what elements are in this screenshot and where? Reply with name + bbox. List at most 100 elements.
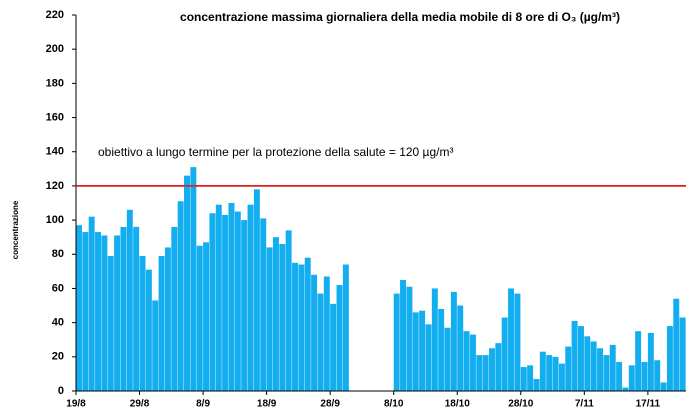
bar	[425, 324, 432, 391]
bar	[495, 343, 502, 391]
bar	[177, 201, 184, 391]
bar	[285, 230, 292, 391]
bar	[241, 220, 248, 391]
bar	[508, 288, 515, 391]
bar	[323, 276, 330, 391]
bar	[304, 257, 311, 391]
bar	[406, 286, 413, 391]
bar	[272, 237, 279, 391]
bar	[145, 269, 152, 391]
bar	[679, 317, 686, 391]
bar	[635, 331, 642, 391]
y-axis-label: concentrazione	[11, 200, 20, 259]
x-tick-label: 29/8	[130, 399, 150, 410]
bar	[558, 363, 565, 391]
bar	[666, 326, 673, 391]
bar	[628, 365, 635, 391]
bar	[209, 213, 216, 391]
bar	[577, 326, 584, 391]
bar	[88, 216, 95, 391]
y-tick-label: 200	[46, 43, 64, 55]
x-tick-label: 19/8	[66, 399, 86, 410]
x-tick-label: 17/11	[636, 399, 661, 410]
bar	[139, 255, 146, 391]
bar	[114, 235, 121, 391]
bar	[597, 348, 603, 391]
bar	[609, 344, 616, 391]
bar	[82, 232, 89, 391]
bar	[546, 355, 553, 391]
bar	[95, 232, 102, 391]
bar	[196, 245, 203, 391]
bar	[120, 226, 127, 391]
chart-title: concentrazione massima giornaliera della…	[180, 10, 620, 24]
bar	[476, 355, 483, 391]
bar	[520, 367, 527, 391]
bar	[164, 247, 171, 391]
bar	[171, 226, 178, 391]
bar	[260, 218, 267, 391]
x-tick-label: 8/9	[196, 399, 210, 410]
bar	[457, 305, 464, 391]
bar	[133, 226, 140, 391]
bar	[190, 167, 197, 391]
y-tick-label: 220	[46, 9, 64, 21]
bar	[317, 293, 324, 391]
bar	[107, 255, 114, 391]
bar	[203, 242, 210, 391]
bar	[292, 262, 298, 391]
y-tick-label: 20	[52, 351, 64, 363]
bar	[158, 255, 165, 391]
bar	[514, 293, 521, 391]
y-tick-label: 0	[58, 385, 64, 397]
y-tick-label: 60	[52, 282, 64, 294]
bar	[298, 264, 305, 391]
bar	[533, 379, 540, 391]
bar	[463, 331, 470, 391]
x-tick-label: 18/10	[445, 399, 470, 410]
bar	[641, 361, 648, 391]
bar	[228, 203, 235, 391]
bar	[412, 312, 419, 391]
bar	[419, 310, 426, 391]
x-tick-label: 28/9	[320, 399, 340, 410]
bar	[501, 317, 508, 391]
reference-label: obiettivo a lungo termine per la protezi…	[98, 145, 453, 159]
bar	[444, 327, 451, 391]
x-tick-label: 28/10	[508, 399, 533, 410]
bar	[400, 279, 407, 391]
x-tick-label: 8/10	[384, 399, 404, 410]
bar	[539, 351, 546, 391]
bar	[279, 244, 286, 391]
bar	[565, 346, 572, 391]
bar	[590, 341, 597, 391]
bar	[152, 300, 159, 391]
bar	[552, 356, 559, 391]
bar	[215, 204, 222, 391]
bar	[431, 288, 438, 391]
bar	[393, 293, 400, 391]
y-tick-label: 120	[46, 180, 64, 192]
bar	[603, 355, 610, 391]
bar	[247, 204, 254, 391]
x-tick-label: 7/11	[575, 399, 594, 410]
bar	[266, 247, 273, 391]
bar	[482, 355, 489, 391]
bar	[450, 291, 457, 391]
bar	[527, 365, 534, 391]
bar	[342, 264, 349, 391]
bar	[184, 175, 190, 391]
bar	[253, 189, 260, 391]
bar	[571, 320, 578, 391]
y-tick-label: 180	[46, 77, 64, 89]
bar	[489, 348, 495, 391]
bar	[647, 332, 654, 391]
y-tick-label: 160	[46, 111, 64, 123]
bar	[222, 214, 229, 391]
y-tick-label: 100	[46, 214, 64, 226]
bar	[654, 360, 661, 391]
bar	[311, 274, 318, 391]
bar	[622, 387, 629, 391]
y-tick-label: 80	[52, 248, 64, 260]
